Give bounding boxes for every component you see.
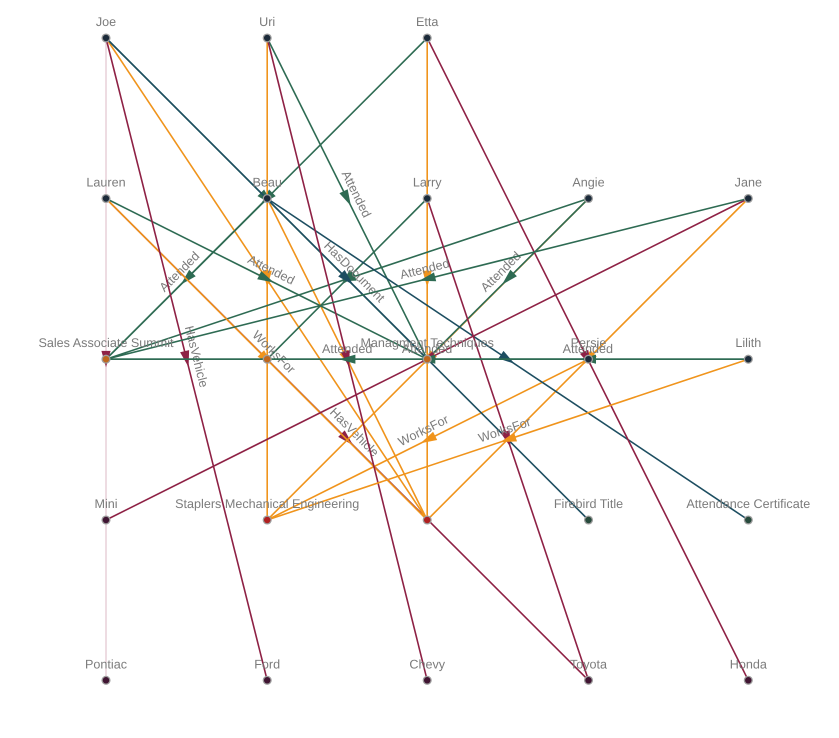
svg-text:Mini: Mini [94,497,117,511]
svg-text:Managment Techniques: Managment Techniques [360,336,494,350]
svg-text:Attended: Attended [563,342,613,356]
svg-text:Attended: Attended [402,342,452,356]
svg-text:Toyota: Toyota [570,657,607,671]
svg-text:Pontiac: Pontiac [85,657,127,671]
svg-text:Etta: Etta [416,15,438,29]
svg-text:Persie: Persie [571,336,607,350]
svg-text:Attendance Certificate: Attendance Certificate [686,497,810,511]
svg-text:Attended: Attended [322,342,372,356]
svg-text:Firebird Title: Firebird Title [554,497,623,511]
svg-text:Sales Associate Summit: Sales Associate Summit [38,336,174,350]
svg-text:Beau: Beau [252,176,281,190]
svg-text:Joe: Joe [96,15,116,29]
svg-text:Angie: Angie [572,176,604,190]
svg-text:Larry: Larry [413,176,442,190]
svg-text:Ford: Ford [254,657,280,671]
svg-text:Uri: Uri [259,15,275,29]
svg-text:Lilith: Lilith [735,336,761,350]
svg-text:Jane: Jane [735,176,762,190]
svg-text:Chevy: Chevy [409,657,445,671]
svg-text:Lauren: Lauren [86,176,125,190]
svg-text:Honda: Honda [730,657,767,671]
svg-text:Staplers Mechanical Engineerin: Staplers Mechanical Engineering [175,497,359,511]
